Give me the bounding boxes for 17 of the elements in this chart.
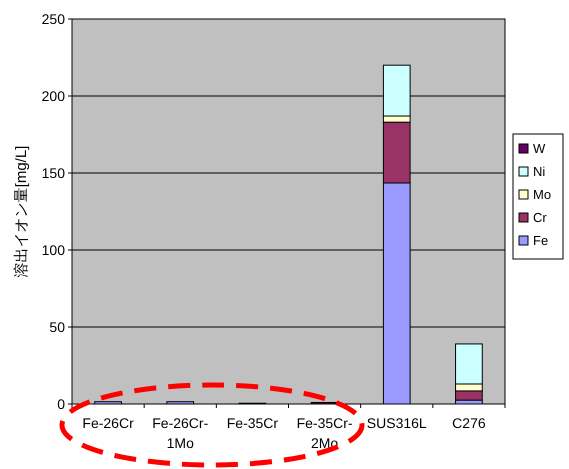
legend-label: Fe bbox=[533, 233, 548, 248]
legend-label: Mo bbox=[533, 187, 552, 202]
y-axis-title: 溶出イオン量[mg/L] bbox=[13, 146, 30, 278]
y-tick-label: 100 bbox=[42, 242, 66, 258]
x-tick-label: SUS316L bbox=[366, 415, 427, 431]
y-tick-label: 250 bbox=[42, 11, 66, 27]
legend-label: Ni bbox=[533, 164, 546, 179]
x-tick-label: Fe-26Cr-1Mo bbox=[152, 415, 209, 451]
y-tick-label: 200 bbox=[42, 88, 66, 104]
y-tick-label: 50 bbox=[49, 319, 66, 335]
x-tick-label: C276 bbox=[452, 415, 486, 431]
y-tick-label: 150 bbox=[42, 165, 66, 181]
legend-label: W bbox=[533, 141, 546, 156]
legend-label: Cr bbox=[533, 210, 548, 225]
x-tick-label: Fe-35Cr bbox=[226, 415, 278, 431]
y-tick-label: 0 bbox=[57, 396, 66, 412]
x-tick-label: Fe-26Cr bbox=[82, 415, 134, 431]
